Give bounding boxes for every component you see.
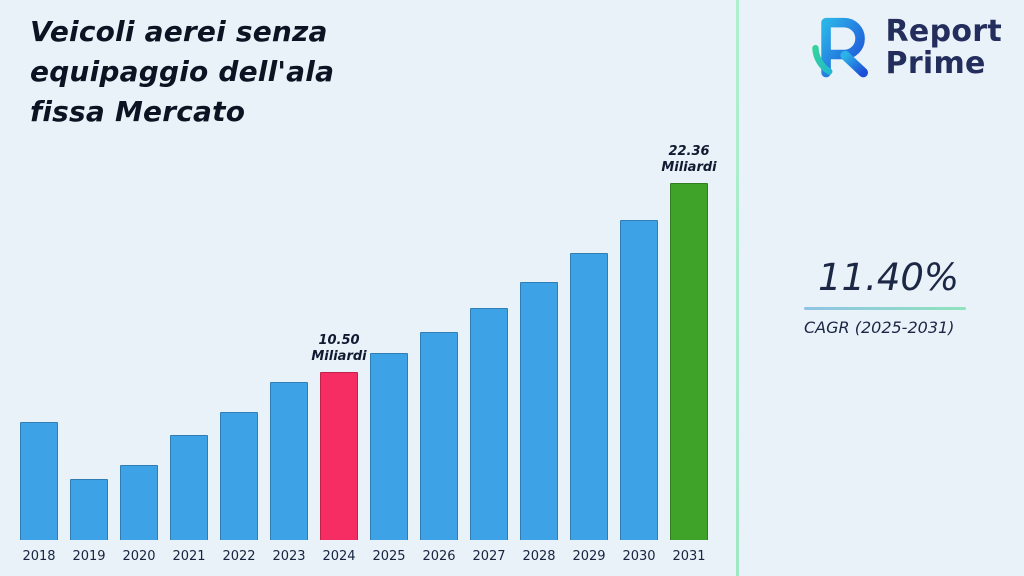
bar-slot-2023: 2023	[264, 116, 314, 566]
bar-2031	[670, 183, 708, 540]
brand-name-line-1: Report	[885, 14, 1002, 49]
bar-annotation-2031: 22.36 Miliardi	[661, 144, 717, 175]
bar-slot-2030: 2030	[614, 116, 664, 566]
bar-2027	[470, 308, 508, 540]
cagr-value: 11.40%	[818, 256, 960, 299]
bar-2030	[620, 220, 658, 540]
brand-name-line-2: Prime	[885, 46, 986, 81]
bar-slot-2021: 2021	[164, 116, 214, 566]
bar-2018	[20, 422, 58, 540]
bar-slot-2027: 2027	[464, 116, 514, 566]
x-tick-2023: 2023	[272, 549, 306, 564]
cagr-block: 11.40% CAGR (2025-2031)	[804, 256, 974, 337]
vertical-divider	[736, 0, 739, 576]
bar-slot-2025: 2025	[364, 116, 414, 566]
bar-2029	[570, 253, 608, 540]
x-tick-2022: 2022	[222, 549, 256, 564]
chart-title: Veicoli aerei senza equipaggio dell'ala …	[30, 12, 334, 132]
bar-2020	[120, 465, 158, 540]
bar-chart: 2018 2019 2020 2021 2022 2023 10.50 Miliardi 202…	[14, 116, 724, 566]
x-tick-2025: 2025	[372, 549, 406, 564]
bar-slot-2026: 2026	[414, 116, 464, 566]
bar-2028	[520, 282, 558, 540]
bar-2026	[420, 332, 458, 540]
bar-2025	[370, 353, 408, 540]
bar-annotation-2024: 10.50 Miliardi	[311, 333, 367, 364]
bar-slot-2031: 22.36 Miliardi 2031	[661, 116, 717, 566]
x-tick-2021: 2021	[172, 549, 206, 564]
report-prime-logo-icon	[808, 12, 876, 84]
x-tick-2019: 2019	[72, 549, 106, 564]
bar-slot-2022: 2022	[214, 116, 264, 566]
brand-name: Report Prime	[886, 16, 1002, 80]
bar-slot-2018: 2018	[14, 116, 64, 566]
x-tick-2028: 2028	[522, 549, 556, 564]
bar-2023	[270, 382, 308, 540]
x-tick-2026: 2026	[422, 549, 456, 564]
bar-2022	[220, 412, 258, 540]
bar-2019	[70, 479, 108, 540]
bar-slot-2029: 2029	[564, 116, 614, 566]
x-tick-2018: 2018	[22, 549, 56, 564]
x-tick-2029: 2029	[572, 549, 606, 564]
bar-2021	[170, 435, 208, 540]
bar-slot-2020: 2020	[114, 116, 164, 566]
cagr-underline	[804, 307, 966, 310]
bar-2024	[320, 372, 358, 540]
chart-title-line-1: Veicoli aerei senza	[30, 15, 328, 48]
x-tick-2024: 2024	[322, 549, 356, 564]
x-tick-2031: 2031	[672, 549, 706, 564]
chart-title-line-3: fissa Mercato	[30, 95, 246, 128]
x-tick-2027: 2027	[472, 549, 506, 564]
x-tick-2020: 2020	[122, 549, 156, 564]
bar-slot-2019: 2019	[64, 116, 114, 566]
cagr-label: CAGR (2025-2031)	[804, 318, 955, 337]
bar-slot-2028: 2028	[514, 116, 564, 566]
bar-slot-2024: 10.50 Miliardi 2024	[311, 116, 367, 566]
x-tick-2030: 2030	[622, 549, 656, 564]
chart-title-line-2: equipaggio dell'ala	[30, 55, 335, 88]
brand-logo: Report Prime	[808, 12, 1002, 84]
